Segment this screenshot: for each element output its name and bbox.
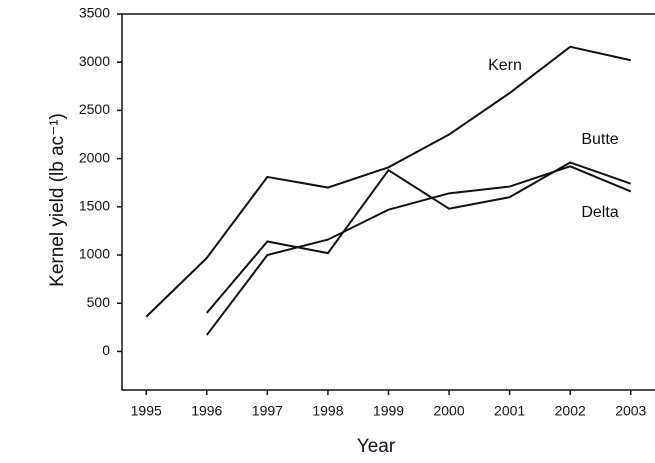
x-tick-label: 1995: [131, 403, 162, 419]
x-axis-title: Year: [357, 436, 396, 457]
x-tick-label: 1998: [312, 403, 343, 419]
series-line: [205, 165, 632, 336]
y-tick-label: 1500: [79, 198, 110, 214]
y-tick-label: 500: [87, 294, 111, 310]
x-tick-label: 2002: [555, 403, 586, 419]
x-tick-label: 1997: [252, 403, 283, 419]
series-label: Butte: [581, 131, 618, 148]
y-tick-label: 2000: [79, 149, 110, 165]
x-tick-label: 1996: [191, 403, 222, 419]
y-axis-title: Kernel yield (lb ac⁻¹): [47, 113, 68, 287]
y-tick-label: 3500: [79, 5, 110, 21]
y-tick-label: 1000: [79, 246, 110, 262]
x-tick-label: 2003: [615, 403, 646, 419]
series-label: Delta: [581, 204, 618, 221]
axis-frame: [121, 13, 655, 391]
y-tick-label: 0: [102, 342, 110, 358]
y-tick-label: 2500: [79, 101, 110, 117]
x-tick-label: 2000: [433, 403, 464, 419]
series-label: Kern: [488, 57, 522, 74]
series-line: [206, 161, 632, 314]
series-line: [145, 45, 631, 318]
x-tick-label: 1999: [373, 403, 404, 419]
y-tick-label: 3000: [79, 53, 110, 69]
x-tick-label: 2001: [494, 403, 525, 419]
